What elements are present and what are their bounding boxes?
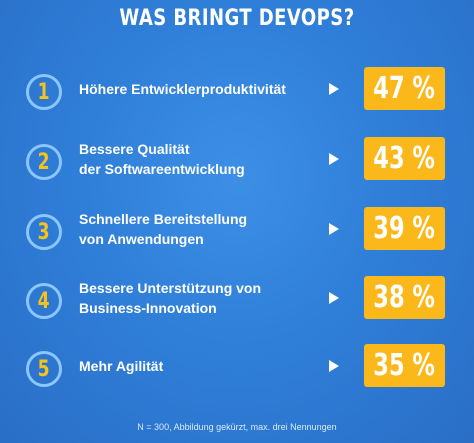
rank-number: 5 (38, 356, 50, 382)
value-box: 38 % (364, 276, 445, 319)
value-box: 35 % (364, 344, 445, 387)
rank-number: 3 (38, 219, 50, 245)
category-label: Mehr Agilität (79, 358, 164, 374)
rank-badge: 5 (26, 351, 62, 387)
play-arrow-icon (329, 223, 339, 235)
list-item: 4 Bessere Unterstützung von Business-Inno… (0, 276, 474, 326)
value-box: 43 % (364, 137, 445, 180)
list-item: 3 Schnellere Bereitstellung von Anwendung… (0, 207, 474, 257)
data-label: 38 % (373, 280, 436, 315)
data-label: 39 % (373, 211, 436, 246)
list-item: 1 Höhere Entwicklerproduktivität 47 % (0, 67, 474, 117)
play-arrow-icon (329, 153, 339, 165)
category-label: Schnellere Bereitstellung von Anwendunge… (79, 211, 248, 247)
chart-title: WAS BRINGT DEVOPS? (119, 6, 355, 31)
rank-number: 4 (38, 288, 50, 314)
category-label: Bessere Qualität der Softwareentwicklung (79, 141, 245, 177)
play-arrow-icon (329, 360, 339, 372)
rank-badge: 1 (26, 74, 62, 110)
play-arrow-icon (329, 83, 339, 95)
data-label: 43 % (373, 141, 436, 176)
rank-badge: 4 (26, 283, 62, 319)
data-label: 35 % (373, 348, 436, 383)
category-label: Bessere Unterstützung von Business-Innov… (79, 280, 262, 316)
rank-badge: 3 (26, 214, 62, 250)
rank-number: 1 (38, 79, 50, 105)
rank-badge: 2 (26, 144, 62, 180)
list-item: 2 Bessere Qualität der Softwareentwicklun… (0, 137, 474, 187)
footnote: N = 300, Abbildung gekürzt, max. drei Ne… (137, 422, 337, 432)
value-box: 47 % (364, 67, 445, 110)
data-label: 47 % (373, 71, 436, 106)
list-item: 5 Mehr Agilität 35 % (0, 344, 474, 394)
rank-number: 2 (38, 149, 50, 175)
category-label: Höhere Entwicklerproduktivität (79, 81, 286, 97)
play-arrow-icon (329, 292, 339, 304)
value-box: 39 % (364, 207, 445, 250)
